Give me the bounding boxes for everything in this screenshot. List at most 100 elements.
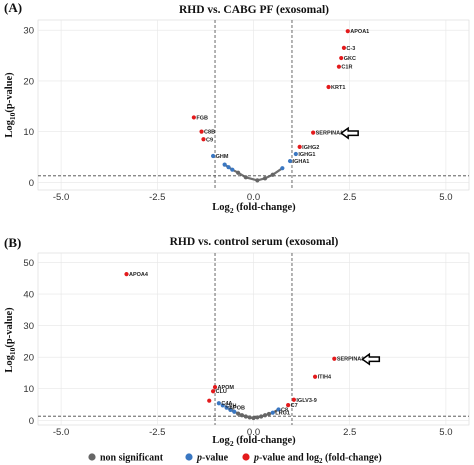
panel-b-point-c8	[276, 407, 281, 412]
panel-a-point-ns	[270, 172, 275, 177]
panel-b-point-ns	[239, 413, 245, 418]
panel-b-y-tick-label: 10	[23, 384, 34, 395]
panel-a-point-p	[226, 165, 231, 170]
panel-b-point-cfh	[220, 403, 225, 408]
panel-a-point-apoa1	[345, 29, 350, 34]
panel-a-point-c8b	[199, 129, 204, 134]
panel-b-point-label: SERPINA1	[337, 357, 365, 363]
panel-a-y-tick-label: 30	[23, 26, 34, 37]
legend-p-marker	[185, 453, 193, 461]
panel-b-point-apob	[224, 405, 229, 410]
panel-b-point-ns	[266, 411, 271, 417]
panel-a-point-label: IGHG1	[298, 152, 315, 158]
panel-b-point-label: APOA4	[129, 272, 149, 278]
panel-b-point-ns	[247, 415, 252, 420]
panel-a-x-tick-label: 2.5	[343, 192, 356, 203]
panel-b-y-tick-label: 30	[23, 321, 34, 332]
panel-a-ticks: -5.0 -2.5 0.0 2.5 5.0 0 10 20 30	[23, 26, 452, 203]
panel-b-point-iglv3-9	[291, 397, 297, 402]
panel-b-y-axis-label: Log10(p-value)	[4, 307, 17, 373]
panel-a-grid	[38, 20, 469, 190]
panel-a-point-ns	[262, 176, 268, 181]
panel-b-point-label: LRG1	[275, 411, 290, 417]
panel-a-point-label: IGHA1	[293, 159, 310, 165]
panel-a-point-p	[230, 167, 235, 172]
panel-b-point-p	[228, 407, 233, 412]
panel-a-x-tick-label: -2.5	[149, 192, 165, 203]
legend-ns-marker	[88, 453, 96, 461]
panel-a-point-p	[280, 166, 285, 171]
panel-a-y-tick-label: 10	[23, 127, 34, 138]
panel-b-x-tick-label: -2.5	[149, 427, 165, 438]
panel-a-title: RHD vs. CABG PF (exosomal)	[179, 4, 329, 16]
panel-a-point-label: C8B	[204, 130, 215, 136]
panel-b-x-tick-label: 5.0	[439, 427, 452, 438]
panel-a-point-serpina1	[311, 130, 316, 135]
panel-b-point-itih4	[312, 374, 318, 379]
panel-b-point-label: ITIH4	[318, 375, 332, 381]
panel-b-x-axis-label: Log2 (fold-change)	[212, 435, 296, 448]
panel-a-point-ns	[255, 178, 260, 183]
panel-b-point-label: C4A	[221, 401, 232, 407]
panel-b-point-apom	[212, 385, 218, 390]
panel-a-point-ghm	[210, 153, 216, 159]
panel-b-point-label: C8	[281, 408, 288, 414]
panel-a-highlight-arrow	[339, 126, 359, 140]
panel-a-point-gkc	[339, 55, 344, 61]
panel-a-y-tick-label: 20	[23, 76, 34, 87]
panel-a-point-label: FGB	[196, 115, 208, 121]
panel-b-x-tick-label: 2.5	[343, 427, 356, 438]
panel-a-y-tick-label: 0	[29, 178, 34, 189]
panel-b-highlight-arrow	[361, 352, 381, 366]
panel-a-point-label: SERPINA1	[316, 131, 344, 137]
panel-a-x-tick-label: 5.0	[439, 192, 452, 203]
panel-a-point-igha1	[287, 158, 293, 164]
panel-b-label: (B)	[4, 235, 21, 250]
panel-b-point-label: IGLV3-9	[296, 398, 316, 404]
panel-b-point-label: C7	[291, 403, 298, 409]
panel-b-point-c4a	[216, 401, 221, 406]
panel-a-point-labels: APOA1 C-3 GKC C1R KRT1 SERPINA1 IGHG2IGHG1IGHA…	[196, 29, 369, 165]
panel-a-point-label: IGHG2	[302, 145, 319, 151]
panel-b-point-ns	[259, 414, 264, 419]
panel-b-point-label: APOB	[229, 406, 245, 412]
panel-b-x-tick-label: -5.0	[53, 427, 69, 438]
panel-b-y-tick-label: 0	[29, 416, 34, 427]
panel-b-arrow	[361, 352, 381, 366]
panel-b-point-clu	[210, 389, 216, 394]
panel-a-point-c-3	[341, 45, 347, 51]
panel-a-points	[191, 29, 350, 183]
panel-b: (B) RHD vs. control serum (exosomal) APO…	[4, 235, 470, 448]
panel-b-title: RHD vs. control serum (exosomal)	[170, 236, 339, 248]
panel-a-x-tick-label: -5.0	[53, 192, 69, 203]
panel-a-point-ns	[236, 170, 241, 175]
legend-p-label: p-value	[196, 453, 229, 464]
legend: non significant p-value p-value and log2…	[88, 453, 382, 465]
panel-b-point-label: APOM	[218, 385, 235, 391]
panel-b-point-p	[232, 409, 237, 414]
panel-b-y-tick-label: 40	[23, 290, 34, 301]
panel-a-point-ighg2	[297, 144, 302, 149]
panel-b-point-label: CFH	[225, 403, 236, 409]
panel-b-points	[124, 272, 337, 421]
panel-b-point-c7	[286, 403, 291, 408]
panel-b-grid	[38, 253, 469, 425]
panel-a-point-c9	[201, 137, 206, 142]
panel-a-point-label: KRT1	[331, 85, 345, 91]
panel-b-point-ns	[255, 415, 260, 420]
panel-b-point-ns	[251, 415, 256, 421]
panel-a-point-ns	[243, 175, 248, 180]
panel-b-point-label: CLU	[216, 389, 227, 395]
panel-a-point-label: C9	[206, 137, 213, 143]
panel-a-point-label: APOA1	[350, 29, 369, 35]
panel-a-point-label: C1R	[341, 65, 352, 71]
panel-a-x-axis-label: Log2 (fold-change)	[212, 202, 296, 215]
panel-a-point-ighg1	[293, 151, 298, 157]
panel-b-point-serpina1	[332, 356, 337, 361]
legend-ns-label: non significant	[100, 453, 164, 464]
legend-both-marker	[242, 453, 250, 461]
panel-a-x-tick-label: 0.0	[247, 192, 260, 203]
panel-b-point-both	[207, 398, 212, 403]
